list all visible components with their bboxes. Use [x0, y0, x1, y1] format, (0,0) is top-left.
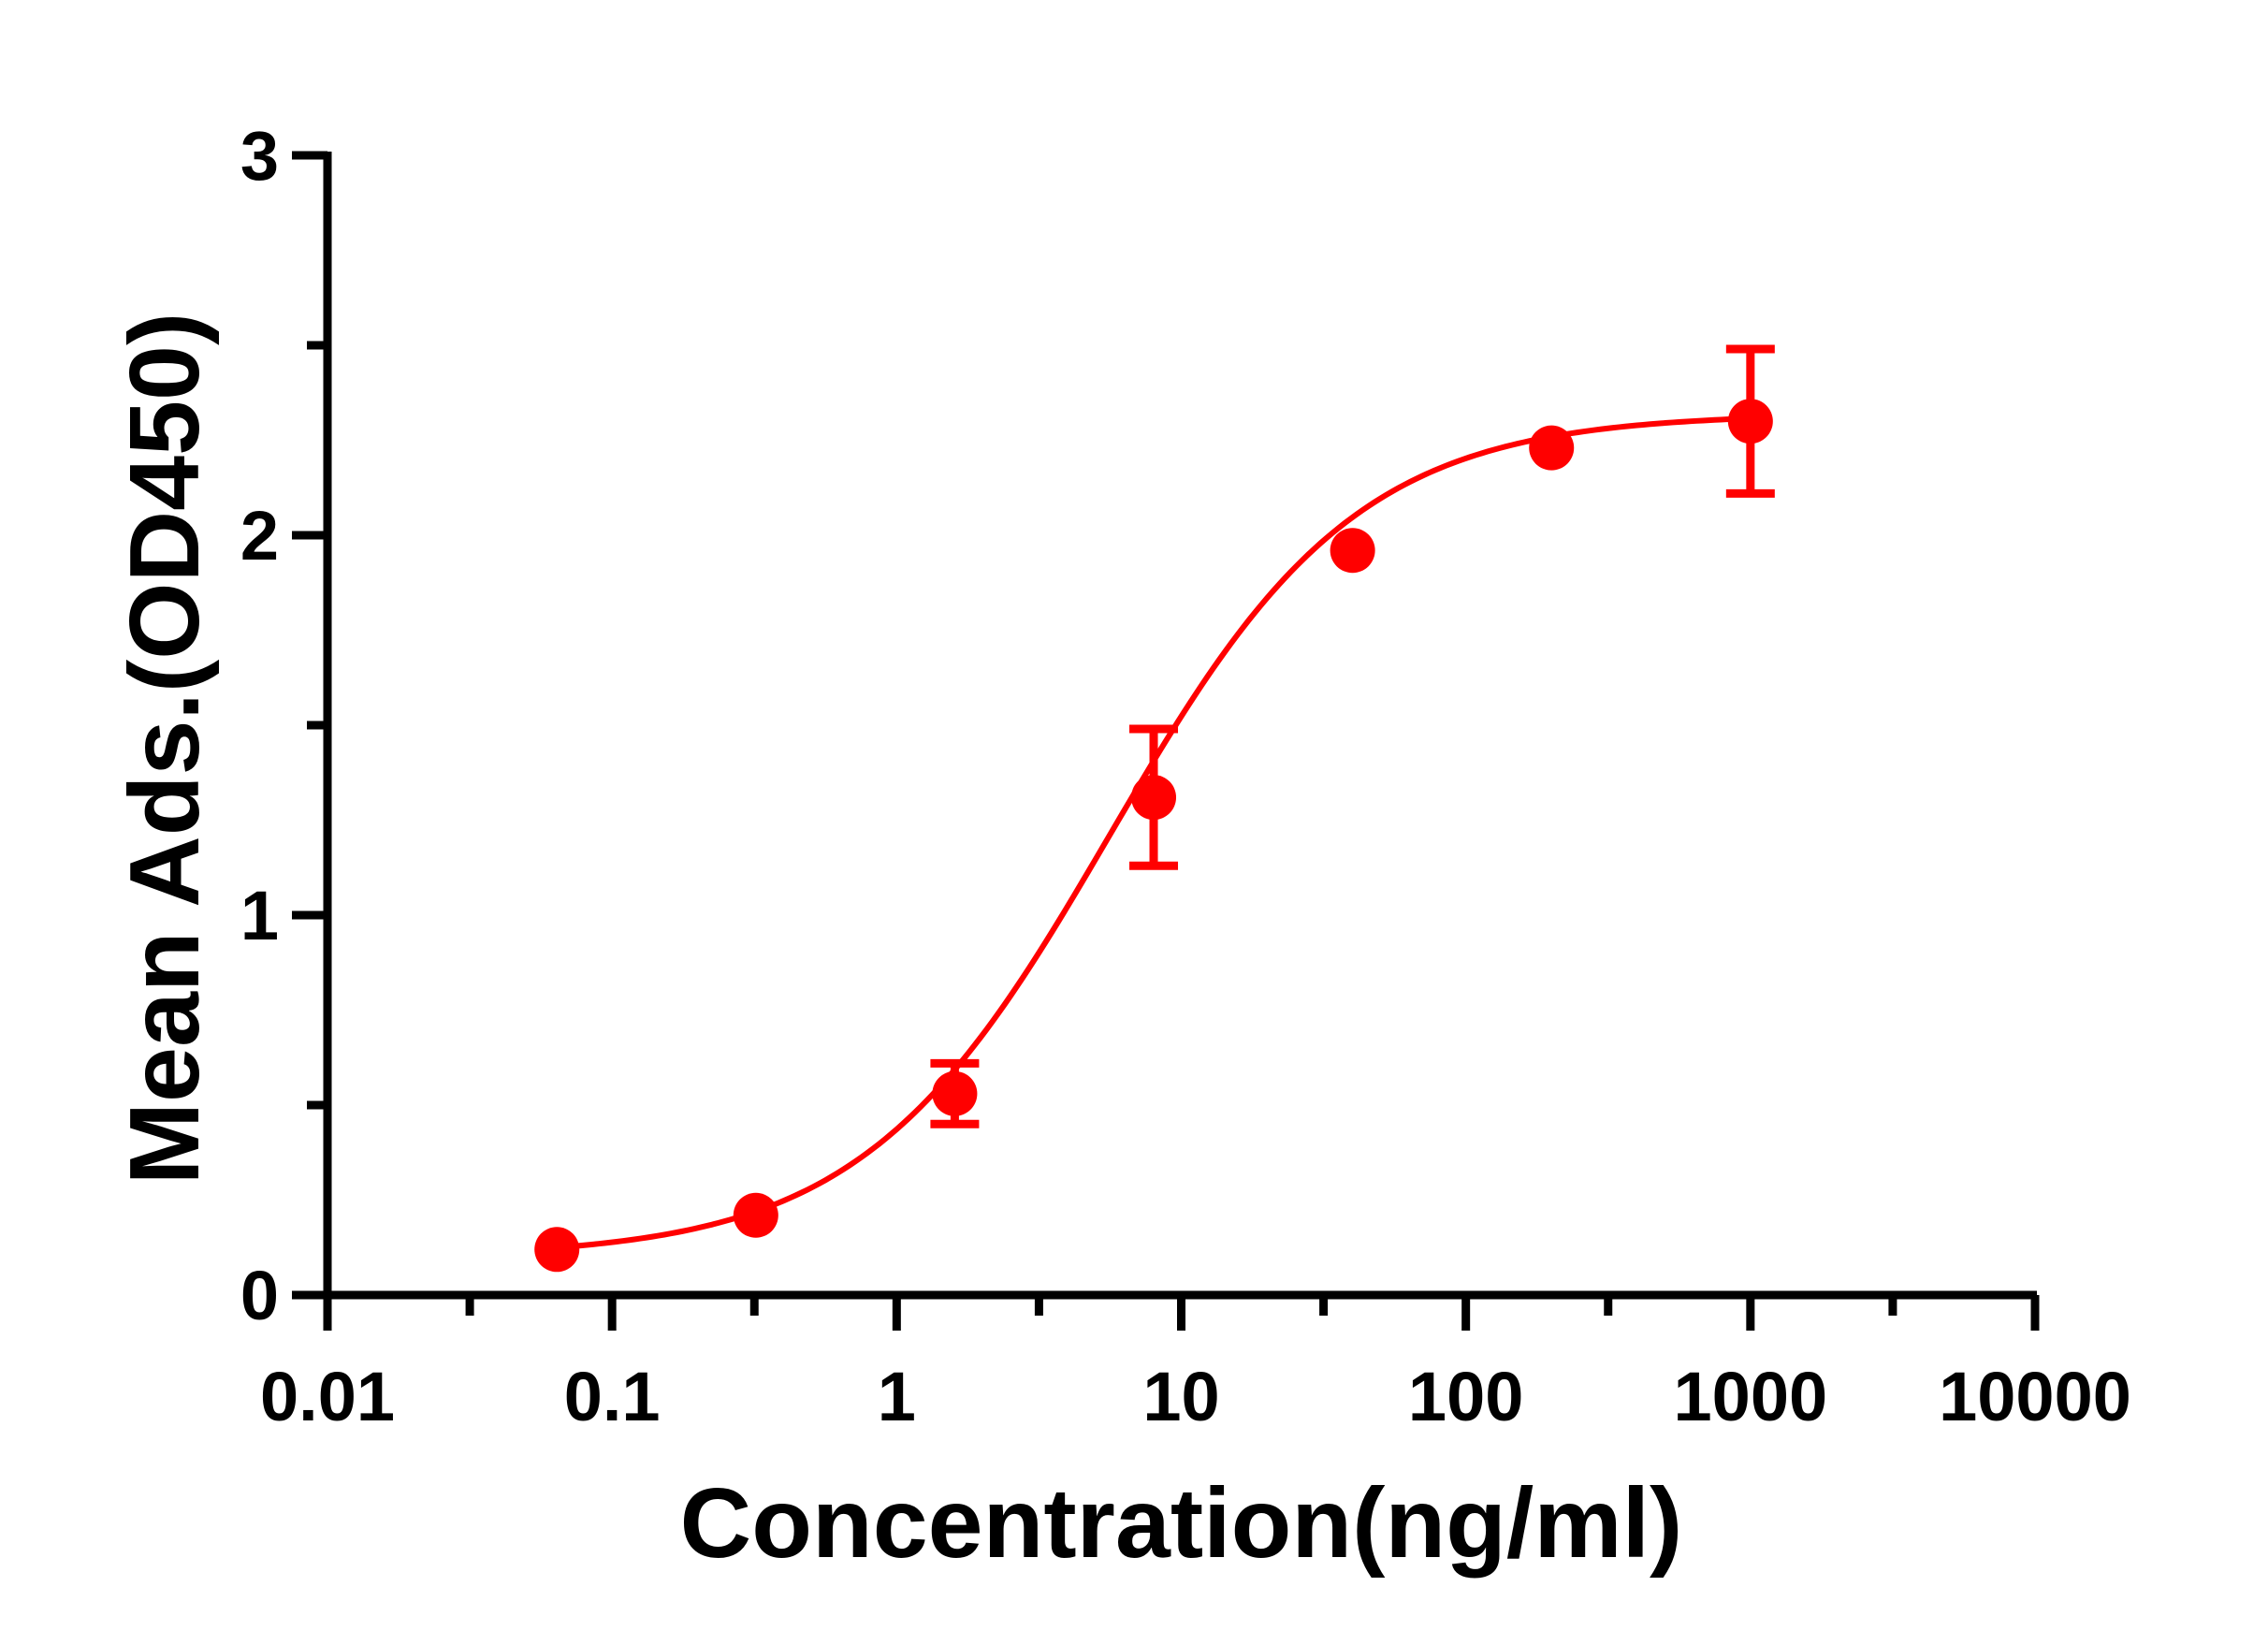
y-axis-title: Mean Ads.(OD450): [109, 313, 220, 1186]
x-tick-label: 0.01: [260, 1358, 395, 1435]
y-tick-label: 0: [240, 1257, 279, 1334]
data-point: [932, 1070, 978, 1116]
data-point: [1727, 399, 1773, 444]
y-tick-label: 2: [240, 497, 279, 575]
axes: 0.01 0.1 1 10 100 1000 10000 0 1 2 3: [240, 117, 2131, 1435]
y-tick-label: 1: [240, 877, 279, 954]
data-point: [733, 1192, 778, 1238]
x-tick-label: 1: [878, 1358, 916, 1435]
data-points-layer: [534, 344, 1775, 1273]
data-point: [1529, 425, 1575, 471]
x-tick-label: 1000: [1674, 1358, 1828, 1435]
x-tick-label: 10000: [1939, 1358, 2131, 1435]
x-tick-label: 100: [1408, 1358, 1523, 1435]
data-point: [534, 1227, 580, 1273]
x-tick-label: 10: [1142, 1358, 1219, 1435]
x-axis-title: Concentration(ng/ml): [680, 1468, 1683, 1579]
y-tick-label: 3: [240, 117, 279, 195]
data-point: [1131, 775, 1177, 821]
x-tick-label: 0.1: [564, 1358, 661, 1435]
data-point: [1330, 528, 1375, 574]
